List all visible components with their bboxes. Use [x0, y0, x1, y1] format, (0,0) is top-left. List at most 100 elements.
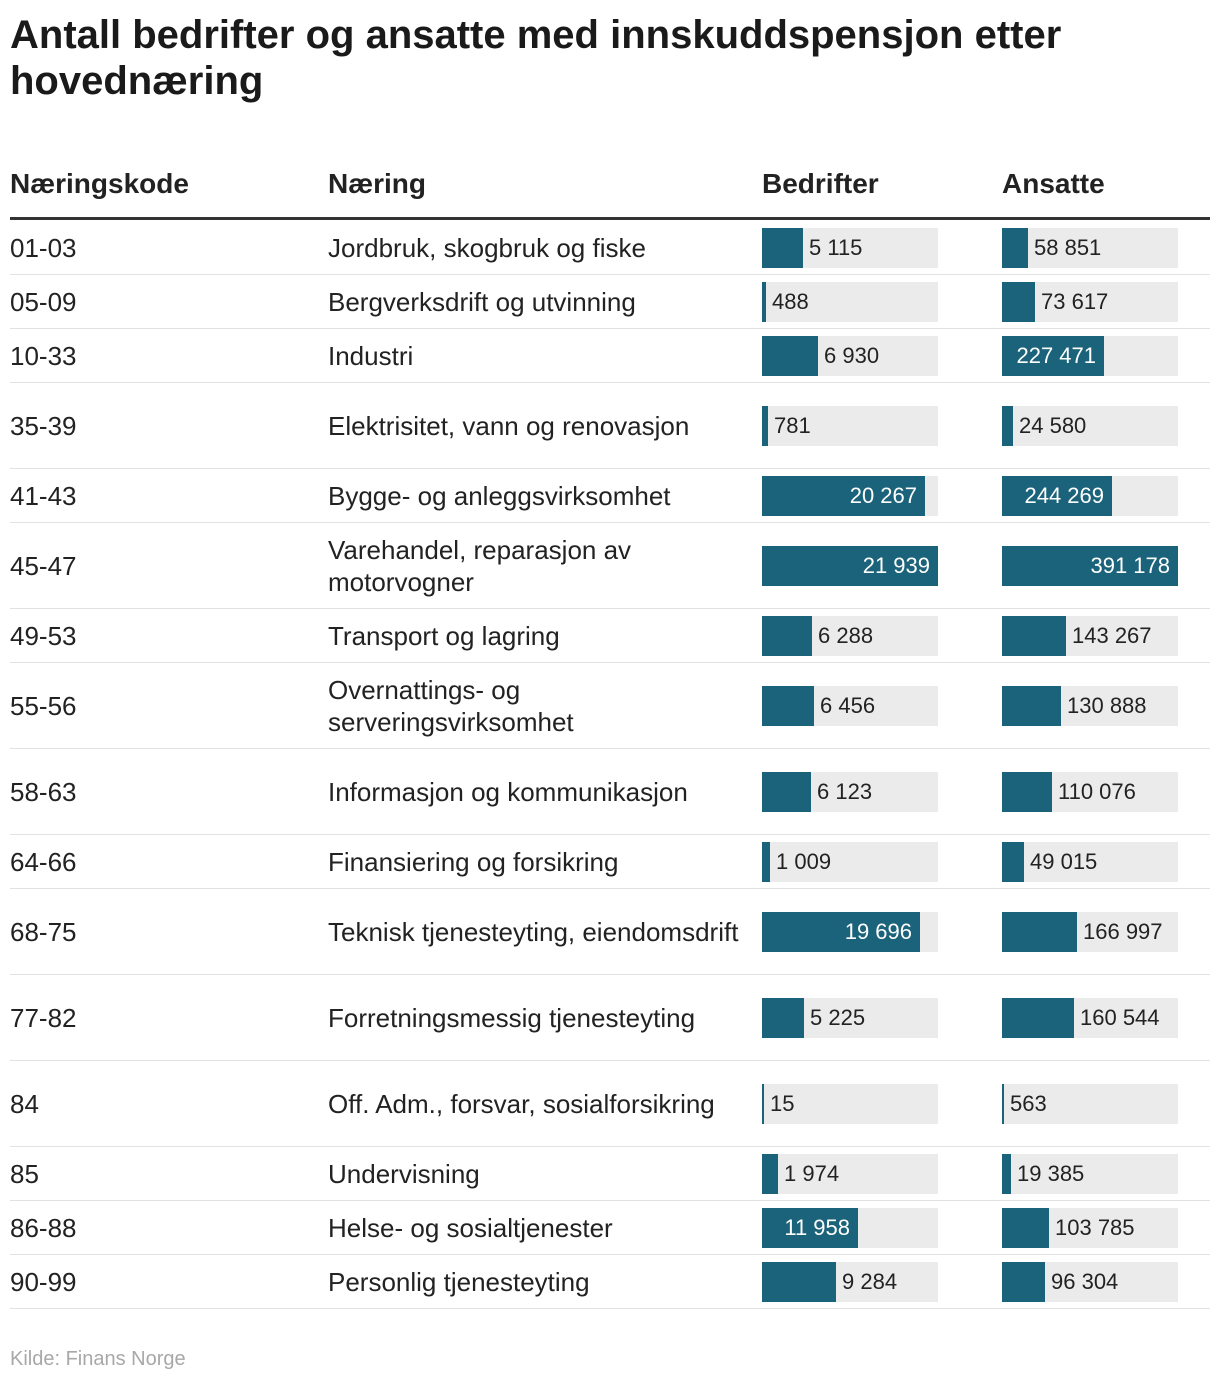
industry-code: 86-88: [10, 1212, 77, 1243]
companies-bar: [762, 997, 804, 1038]
table-row: 41-43 Bygge- og anleggsvirksomhet 20 267 24…: [10, 469, 1210, 523]
employees-bar-track: 130 888: [1002, 685, 1178, 726]
companies-bar: [762, 1153, 778, 1194]
companies-bar-track: 6 288: [762, 615, 938, 656]
employees-bar-track: 391 178: [1002, 545, 1178, 586]
source-note: Kilde: Finans Norge: [10, 1348, 186, 1370]
employees-bar-track: 24 580: [1002, 405, 1178, 446]
companies-value-label: 1 009: [776, 848, 832, 874]
industry-code: 85: [10, 1158, 39, 1189]
employees-bar: [1002, 997, 1074, 1038]
companies-value-label: 20 267: [849, 482, 917, 508]
companies-bar: [762, 335, 818, 376]
table-row: 84 Off. Adm., forsvar, sosialforsikring 15…: [10, 1061, 1210, 1147]
table-row: 77-82 Forretningsmessig tjenesteyting 5 22…: [10, 975, 1210, 1061]
industry-code: 10-33: [10, 340, 77, 371]
companies-bar-track: 11 958: [762, 1207, 938, 1248]
companies-bar-track: 1 009: [762, 841, 938, 882]
companies-bar-track: 20 267: [762, 475, 938, 516]
employees-bar-track: 103 785: [1002, 1207, 1178, 1248]
companies-value-label: 21 939: [862, 552, 930, 578]
employees-value-label: 19 385: [1017, 1160, 1085, 1186]
employees-value-label: 58 851: [1034, 234, 1102, 260]
industry-code: 35-39: [10, 410, 77, 441]
table-row: 55-56 Overnattings- og serveringsvirksomh…: [10, 663, 1210, 749]
employees-bar: [1002, 1207, 1049, 1248]
table-row: 49-53 Transport og lagring 6 288 143 267: [10, 609, 1210, 663]
employees-bar: [1002, 615, 1066, 656]
companies-bar-track: 15: [762, 1083, 938, 1124]
industry-name: Bygge- og anleggsvirksomhet: [328, 480, 671, 511]
industry-name: Varehandel, reparasjon av motorvogner: [328, 534, 632, 597]
industry-code: 01-03: [10, 232, 77, 263]
industry-name: Off. Adm., forsvar, sosialforsikring: [328, 1088, 715, 1119]
companies-bar: [762, 227, 803, 268]
companies-bar-track: 5 225: [762, 997, 938, 1038]
companies-value-label: 6 288: [818, 622, 874, 648]
employees-value-label: 96 304: [1051, 1268, 1119, 1294]
companies-value-label: 6 123: [817, 778, 873, 804]
employees-bar-track: 58 851: [1002, 227, 1178, 268]
companies-bar-track: 5 115: [762, 227, 938, 268]
industry-code: 45-47: [10, 550, 77, 581]
employees-bar: [1002, 771, 1052, 812]
table-row: 45-47 Varehandel, reparasjon av motorvogn…: [10, 523, 1210, 609]
employees-bar: [1002, 335, 1104, 376]
table-row: 86-88 Helse- og sosialtjenester 11 958 103 …: [10, 1201, 1210, 1255]
industry-code: 90-99: [10, 1266, 77, 1297]
employees-bar: [1002, 227, 1028, 268]
companies-value-label: 9 284: [842, 1268, 898, 1294]
employees-bar: [1002, 1083, 1004, 1124]
industry-code: 58-63: [10, 776, 77, 807]
industry-code: 05-09: [10, 286, 77, 317]
employees-bar: [1002, 841, 1024, 882]
employees-value-label: 166 997: [1083, 918, 1163, 944]
table-row: 05-09 Bergverksdrift og utvinning 488 73 61…: [10, 275, 1210, 329]
header-name: Næring: [328, 168, 426, 199]
employees-value-label: 24 580: [1019, 412, 1087, 438]
companies-bar-track: 781: [762, 405, 938, 446]
industry-name: Transport og lagring: [328, 620, 560, 651]
employees-bar-track: 244 269: [1002, 475, 1178, 516]
companies-bar: [762, 771, 811, 812]
industry-name: Informasjon og kommunikasjon: [328, 776, 688, 807]
employees-bar-track: 166 997: [1002, 911, 1178, 952]
employees-bar-track: 73 617: [1002, 281, 1178, 322]
employees-value-label: 103 785: [1055, 1214, 1135, 1240]
companies-bar: [762, 475, 925, 516]
companies-bar-track: 6 123: [762, 771, 938, 812]
companies-bar: [762, 281, 766, 322]
companies-bar-track: 9 284: [762, 1261, 938, 1302]
table-row: 10-33 Industri 6 930 227 471: [10, 329, 1210, 383]
industry-name: Forretningsmessig tjenesteyting: [328, 1002, 696, 1033]
employees-value-label: 391 178: [1090, 552, 1170, 578]
industry-name: Industri: [328, 340, 414, 371]
employees-value-label: 110 076: [1058, 778, 1136, 804]
industry-code: 55-56: [10, 690, 77, 721]
companies-bar: [762, 911, 920, 952]
employees-bar-track: 110 076: [1002, 771, 1178, 812]
industry-code: 77-82: [10, 1002, 77, 1033]
companies-bar-track: 21 939: [762, 545, 938, 586]
employees-value-label: 244 269: [1024, 482, 1104, 508]
companies-bar: [762, 685, 814, 726]
companies-value-label: 19 696: [844, 918, 912, 944]
table-row: 01-03 Jordbruk, skogbruk og fiske 5 115 58 …: [10, 221, 1210, 275]
companies-value-label: 6 930: [824, 342, 880, 368]
industry-name: Undervisning: [328, 1158, 480, 1189]
employees-bar: [1002, 911, 1077, 952]
companies-value-label: 6 456: [820, 692, 876, 718]
table-header: Næringskode Næring Bedrifter Ansatte: [10, 160, 1210, 220]
employees-bar-track: 563: [1002, 1083, 1178, 1124]
employees-bar: [1002, 405, 1013, 446]
companies-bar: [762, 545, 938, 586]
industry-name: Elektrisitet, vann og renovasjon: [328, 410, 690, 441]
header-employees: Ansatte: [1002, 168, 1105, 199]
employees-bar-track: 19 385: [1002, 1153, 1178, 1194]
header-companies: Bedrifter: [762, 168, 879, 199]
companies-bar: [762, 1261, 836, 1302]
industry-name: Overnattings- og serveringsvirksomhet: [328, 674, 574, 737]
table-row: 90-99 Personlig tjenesteyting 9 284 96 304: [10, 1255, 1210, 1309]
companies-value-label: 15: [770, 1090, 795, 1116]
companies-bar: [762, 405, 768, 446]
